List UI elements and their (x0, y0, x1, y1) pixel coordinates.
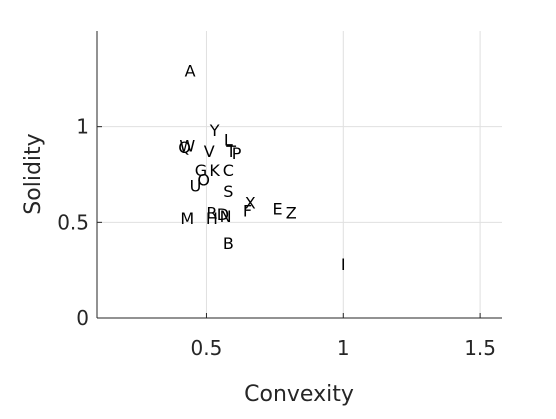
data-point-x: X (245, 194, 256, 213)
data-point-n: N (220, 207, 232, 226)
data-point-e: E (273, 199, 283, 218)
axes (96, 31, 502, 319)
data-point-b: B (223, 234, 234, 253)
data-point-r: R (206, 203, 217, 222)
data-point-g: G (195, 161, 207, 180)
data-point-l: L (224, 131, 233, 150)
data-point-h: H (206, 209, 218, 228)
y-axis-title: Solidity (21, 133, 46, 214)
x-tick-label: 1 (337, 336, 350, 360)
y-tick-label: 1 (76, 115, 89, 139)
x-tick-label: 1.5 (464, 336, 496, 360)
data-point-t: T (225, 142, 236, 161)
data-point-z: Z (286, 203, 297, 222)
data-point-d: D (217, 205, 229, 224)
data-point-m: M (180, 209, 194, 228)
data-point-f: F (243, 201, 252, 220)
data-point-y: Y (209, 121, 220, 140)
data-point-i: I (341, 255, 346, 274)
data-point-a: A (185, 62, 196, 81)
x-axis-title: Convexity (244, 382, 354, 407)
data-point-k: K (209, 161, 220, 180)
x-tick-label: 0.5 (191, 336, 223, 360)
data-point-q: Q (178, 138, 191, 157)
data-point-u: U (190, 176, 202, 195)
data-point-s: S (223, 182, 233, 201)
data-point-w: W (179, 136, 195, 155)
y-tick-label: 0.5 (57, 210, 89, 234)
data-point-p: P (232, 144, 242, 163)
data-points: A YL WQ V TP G K COU SX E F Z R DN M HB I (178, 62, 345, 274)
data-point-v: V (204, 142, 215, 161)
tick-labels: 0.5 1 1.5 0 0.5 1 (57, 115, 496, 360)
y-tick-label: 0 (76, 306, 89, 330)
grid-lines (97, 31, 502, 319)
data-point-c: C (223, 161, 234, 180)
data-point-o: O (197, 171, 210, 190)
